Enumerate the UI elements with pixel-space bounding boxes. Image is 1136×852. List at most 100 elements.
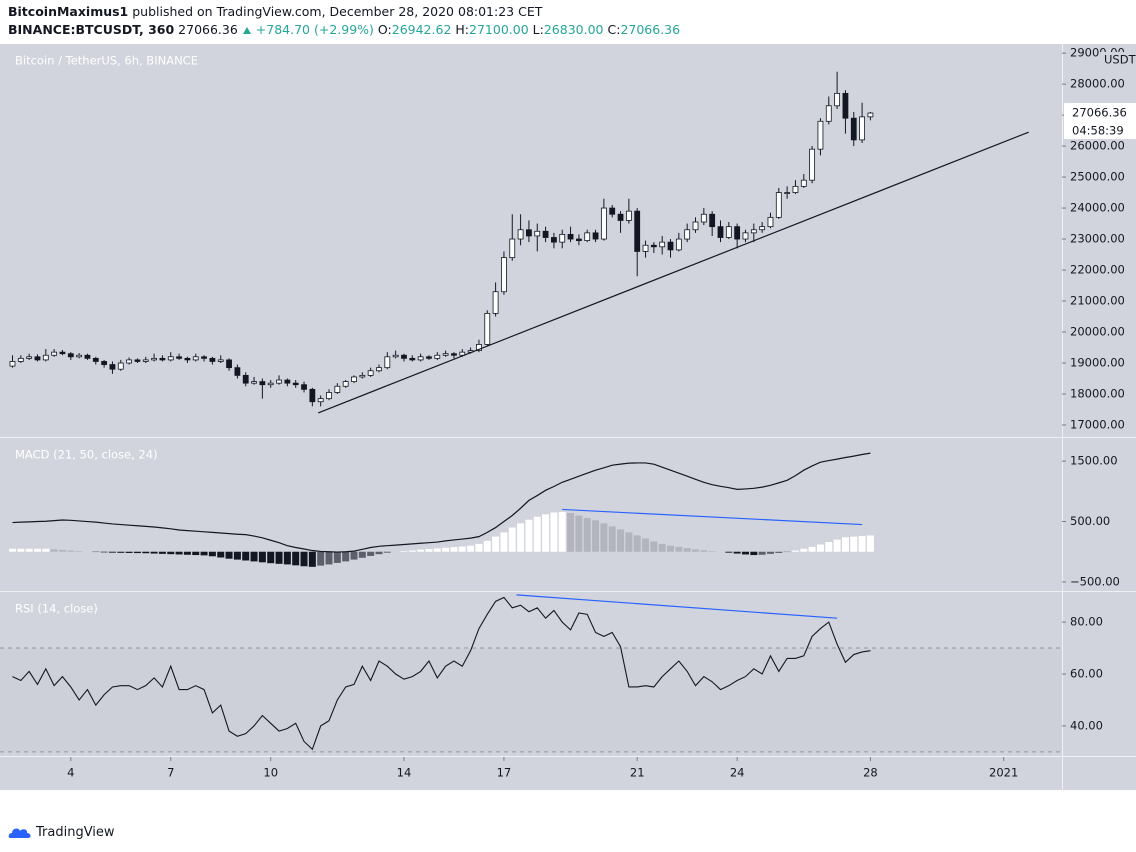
histogram-bar (517, 523, 525, 552)
candle-body (234, 367, 241, 376)
candle-body (492, 291, 499, 314)
histogram-bar (400, 551, 408, 552)
candle-body (101, 361, 108, 365)
candle-body (575, 238, 582, 241)
candle-body (501, 257, 507, 293)
countdown: 04:58:39 (1072, 124, 1124, 138)
candle-body (9, 361, 16, 367)
candle-body (34, 356, 41, 361)
y-tick-label: 23000.00 (1070, 232, 1125, 246)
histogram-bar (866, 535, 874, 552)
footer: TradingView (8, 824, 115, 840)
candle-body (201, 356, 207, 359)
histogram-bar (108, 551, 116, 553)
candle-body (92, 357, 99, 362)
histogram-bar (117, 551, 125, 553)
macd-line (12, 452, 871, 553)
histogram-bar (683, 548, 691, 552)
histogram-bar (50, 549, 58, 552)
author: BitcoinMaximus1 (8, 4, 129, 19)
histogram-bar (417, 549, 425, 552)
histogram-bar (333, 551, 341, 563)
candle-body (451, 353, 457, 356)
candle-body (51, 351, 58, 356)
x-tick-label: 24 (730, 766, 745, 780)
x-tick-label: 4 (67, 766, 74, 780)
candle-body (551, 237, 557, 243)
candle-body (409, 357, 416, 361)
candle-body (859, 116, 865, 141)
candle-body (126, 359, 133, 364)
candle-body (284, 379, 291, 384)
unit-box (1100, 52, 1136, 68)
histogram-bar (158, 551, 166, 554)
candle-body (142, 359, 149, 362)
y-tick-label: 20000.00 (1070, 325, 1125, 339)
histogram-bar (267, 551, 275, 564)
price: 27066.36 (178, 22, 238, 37)
open-label: O: (377, 22, 392, 37)
x-tick-label: 2021 (989, 766, 1018, 780)
brand[interactable]: TradingView (36, 824, 115, 840)
candle-body (317, 398, 324, 403)
y-tick-label: 26000.00 (1070, 139, 1125, 153)
histogram-bar (617, 529, 625, 552)
high-label: H: (455, 22, 470, 37)
candle-body (192, 356, 199, 361)
y-tick-label: 28000.00 (1070, 77, 1125, 91)
quote-line: BINANCE:BTCUSDT, 360 27066.36 +784.70 (+… (8, 21, 680, 39)
histogram-bar (367, 551, 375, 556)
candle-body (442, 353, 449, 356)
histogram-bar (258, 551, 266, 563)
candle-body (392, 354, 399, 358)
candle-body (167, 356, 174, 361)
candle-body (459, 351, 466, 356)
low: 26830.00 (543, 22, 604, 37)
candle-body (559, 233, 566, 243)
rsi-line (12, 596, 871, 751)
histogram-bar (825, 542, 833, 552)
histogram-bar (833, 539, 841, 552)
candle-body (675, 238, 682, 251)
histogram-bar (550, 512, 558, 552)
up-arrow-icon (242, 26, 251, 34)
histogram-bar (200, 551, 208, 556)
candle-body (817, 120, 824, 150)
candle-body (217, 359, 224, 362)
histogram-bar (467, 545, 475, 552)
candle-body (276, 379, 282, 384)
candle-body (784, 192, 791, 194)
candle-body (434, 354, 441, 359)
histogram-bar (567, 513, 575, 552)
published: published on TradingView.com, December 2… (132, 4, 543, 19)
candle-body (809, 148, 816, 181)
x-tick-label: 7 (167, 766, 174, 780)
histogram-bar (775, 551, 783, 553)
candle-body (509, 238, 516, 259)
histogram-bar (733, 551, 741, 554)
candle-body (617, 213, 624, 221)
candle-body (376, 367, 382, 372)
histogram-bar (308, 551, 316, 567)
candle-body (259, 381, 266, 386)
candle-body (242, 374, 249, 384)
histogram-bar (17, 548, 25, 552)
trend-line (317, 131, 1029, 414)
y-tick-label: 25000.00 (1070, 170, 1125, 184)
histogram-bar (167, 551, 175, 555)
histogram-bar (533, 516, 541, 552)
candle-body (625, 210, 632, 221)
histogram-bar (175, 551, 183, 555)
low-label: L: (532, 22, 544, 37)
candle-body (692, 221, 699, 231)
candle-body (767, 216, 774, 228)
candle-body (184, 357, 191, 361)
x-tick-label: 10 (263, 766, 278, 780)
candle-body (750, 229, 757, 234)
histogram-bar (483, 540, 491, 552)
x-tick-label: 28 (863, 766, 878, 780)
candle-body (584, 232, 591, 241)
candle-body (267, 382, 274, 386)
y-tick-label: 1500.00 (1070, 454, 1118, 468)
